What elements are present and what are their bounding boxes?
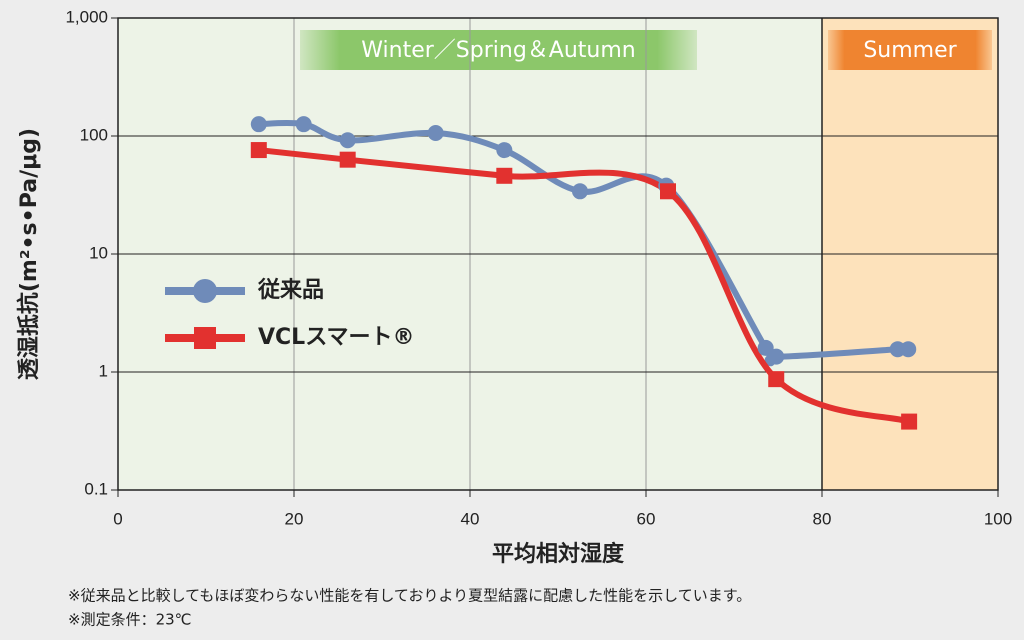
y-axis-label: 透湿抵抗(m²•s•Pa/μg) xyxy=(16,128,42,380)
legend-label: 従来品 xyxy=(257,277,324,303)
point xyxy=(496,167,513,184)
point xyxy=(900,341,917,358)
x-tick-label: 80 xyxy=(813,509,832,528)
point xyxy=(339,132,356,149)
plot-frame xyxy=(117,17,999,491)
region-label: Winter／Spring＆Autumn xyxy=(361,38,635,63)
y-tick-label: 100 xyxy=(80,125,108,144)
x-tick-label: 40 xyxy=(461,509,480,528)
point xyxy=(427,125,444,142)
point xyxy=(496,142,513,159)
region-label: Summer xyxy=(863,38,957,63)
x-axis-label: 平均相対湿度 xyxy=(492,541,625,567)
region-banner xyxy=(300,30,697,70)
point xyxy=(768,348,785,365)
x-tick-label: 20 xyxy=(285,509,304,528)
point xyxy=(660,183,676,200)
point xyxy=(901,413,918,430)
x-tick-label: 0 xyxy=(113,509,122,528)
point xyxy=(339,151,356,168)
legend-marker xyxy=(193,279,217,303)
region-banner xyxy=(828,30,992,70)
point xyxy=(295,116,312,133)
footnote: ※従来品と比較してもほぼ変わらない性能を有しておりより夏型結露に配慮した性能を示… xyxy=(68,587,751,605)
point xyxy=(768,371,785,388)
x-tick-label: 100 xyxy=(984,509,1012,528)
y-tick-label: 10 xyxy=(89,243,108,262)
y-tick-label: 0.1 xyxy=(84,479,108,498)
legend-label: VCLスマート® xyxy=(258,325,415,350)
legend-marker xyxy=(194,327,216,349)
point xyxy=(250,142,267,159)
footnote: ※測定条件：23℃ xyxy=(68,611,192,629)
y-tick-label: 1 xyxy=(99,361,108,380)
y-tick-label: 1,000 xyxy=(65,7,108,26)
point xyxy=(757,339,774,356)
point xyxy=(572,183,588,200)
x-tick-label: 60 xyxy=(637,509,656,528)
point xyxy=(250,116,267,133)
